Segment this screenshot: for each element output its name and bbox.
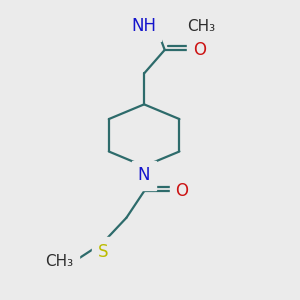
- Text: S: S: [98, 243, 108, 261]
- Text: N: N: [138, 166, 150, 184]
- Text: O: O: [193, 41, 206, 59]
- Text: O: O: [175, 182, 188, 200]
- Text: NH: NH: [131, 17, 156, 35]
- Text: CH₃: CH₃: [187, 19, 215, 34]
- Text: CH₃: CH₃: [45, 254, 74, 269]
